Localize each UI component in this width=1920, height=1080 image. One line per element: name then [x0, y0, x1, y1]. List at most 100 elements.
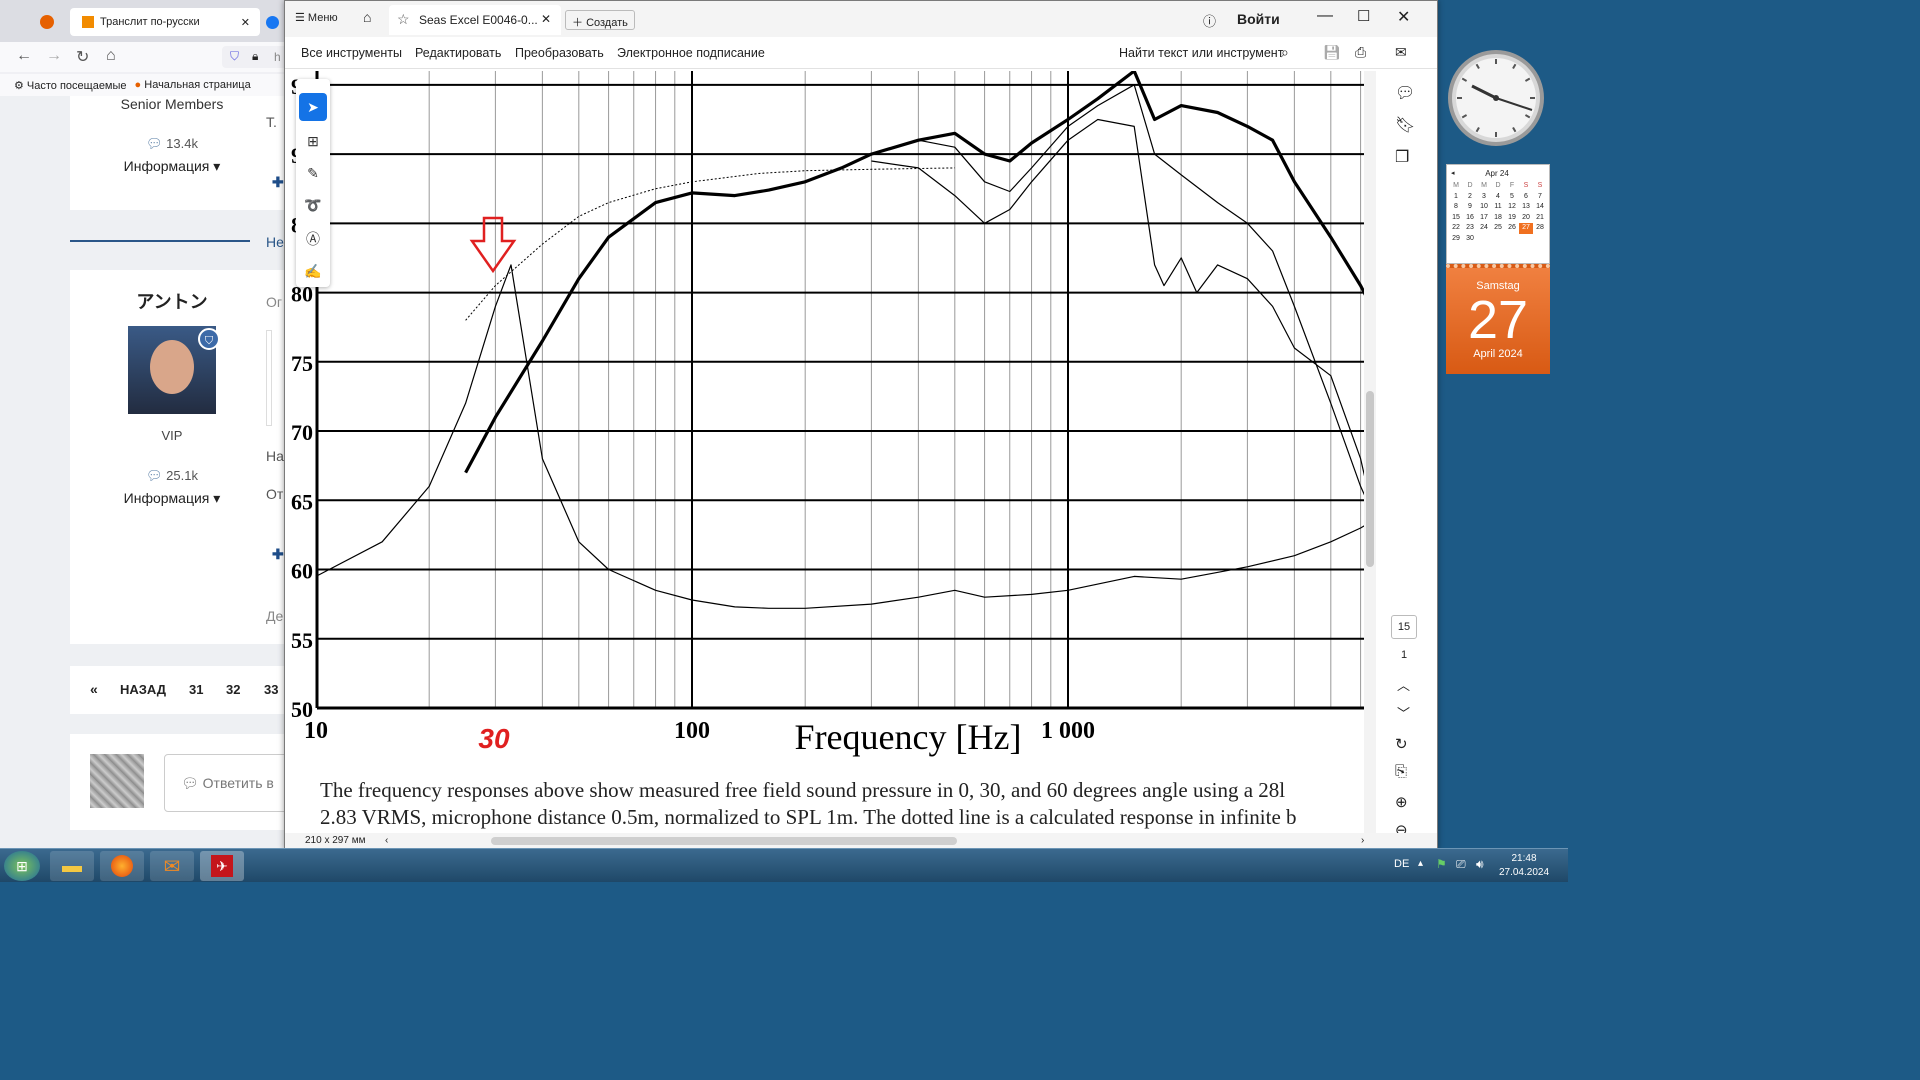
avatar[interactable]: ⛉ — [128, 326, 220, 414]
calendar-day[interactable]: 30 — [1466, 234, 1474, 242]
lasso-tool-icon[interactable]: ➰ — [304, 196, 322, 213]
tray-flag-icon[interactable]: ⚑ — [1436, 857, 1447, 871]
zoom-in-icon[interactable]: ⊕ — [1395, 794, 1408, 811]
bookmark-start-page[interactable]: ● Начальная страница — [134, 79, 251, 91]
taskbar-explorer[interactable]: ▬ — [50, 851, 94, 881]
plus-icon[interactable]: ✚ — [272, 546, 284, 562]
calendar-day[interactable]: 16 — [1466, 213, 1474, 221]
calendar-day[interactable]: 19 — [1508, 213, 1516, 221]
close-window-icon[interactable]: ✕ — [1397, 9, 1411, 26]
prev-icon[interactable]: « — [90, 681, 98, 697]
network-icon[interactable]: ⎚ — [1456, 857, 1466, 871]
calendar-day[interactable]: 29 — [1452, 234, 1460, 242]
pen-tool-icon[interactable]: ✎ — [307, 164, 319, 181]
menu-button[interactable]: ☰ Меню — [295, 12, 338, 24]
calendar-day[interactable]: 8 — [1454, 203, 1458, 210]
pages-icon[interactable]: ❐ — [1395, 149, 1410, 166]
calendar-day[interactable]: 15 — [1452, 213, 1460, 221]
help-icon[interactable]: ⓘ — [1203, 14, 1217, 29]
scroll-right-icon[interactable]: › — [1361, 835, 1365, 846]
reload-icon[interactable]: ↻ — [76, 49, 90, 66]
volume-icon[interactable]: 🔊︎ — [1476, 857, 1484, 871]
firefox-tab[interactable] — [40, 8, 54, 36]
language-indicator[interactable]: DE — [1394, 858, 1410, 870]
tray-expand-icon[interactable]: ▴ — [1418, 858, 1424, 869]
calendar-day[interactable]: 5 — [1510, 192, 1514, 200]
print-icon[interactable]: ⎙ — [1355, 44, 1367, 60]
calendar-day[interactable]: 21 — [1536, 213, 1544, 221]
info-dropdown[interactable]: Информация ▾ — [123, 490, 221, 506]
forward-icon[interactable]: → — [46, 47, 62, 64]
page-fit-icon[interactable]: ⎘ — [1395, 763, 1408, 780]
taskbar-acrobat[interactable]: ✈ — [200, 851, 244, 881]
find-tool-search[interactable]: Найти текст или инструмент — [1119, 46, 1284, 60]
close-tab-icon[interactable]: ✕ — [541, 12, 552, 26]
menu-e-sign[interactable]: Электронное подписание — [617, 46, 765, 60]
calendar-day[interactable]: 25 — [1494, 224, 1502, 231]
calendar-day[interactable]: 20 — [1522, 213, 1530, 221]
calendar-day[interactable]: 11 — [1494, 203, 1502, 210]
home-icon[interactable]: ⌂ — [363, 9, 372, 25]
page-link[interactable]: 32 — [226, 682, 241, 697]
sign-in-button[interactable]: Войти — [1237, 11, 1280, 27]
calendar-day[interactable]: 1 — [1454, 192, 1458, 200]
taskbar-firefox[interactable] — [100, 851, 144, 881]
calendar-day[interactable]: 26 — [1508, 224, 1516, 231]
maximize-icon[interactable]: ☐ — [1357, 8, 1371, 25]
select-tool-icon[interactable]: ➤ — [299, 93, 327, 121]
reply-input[interactable]: 💬︎ Ответить в — [164, 754, 290, 812]
horizontal-scrollbar-thumb[interactable] — [491, 837, 957, 845]
facebook-tab[interactable] — [266, 8, 279, 36]
calendar-day[interactable]: 6 — [1524, 192, 1528, 200]
mail-icon[interactable]: ✉ — [1395, 44, 1407, 60]
vertical-scrollbar[interactable] — [1364, 71, 1376, 833]
url-bar[interactable]: ⛉ 🔒︎ h — [222, 46, 290, 68]
calendar-day[interactable]: 9 — [1468, 203, 1472, 210]
clock-time[interactable]: 21:48 — [1511, 853, 1537, 864]
clock-date[interactable]: 27.04.2024 — [1498, 867, 1550, 878]
create-button[interactable]: ＋ Создать — [565, 10, 635, 30]
calendar-day[interactable]: 2 — [1468, 192, 1472, 200]
calendar-day[interactable]: 17 — [1480, 213, 1488, 221]
menu-edit[interactable]: Редактировать — [415, 46, 502, 60]
menu-all-tools[interactable]: Все инструменты — [301, 46, 402, 60]
rotate-icon[interactable]: ↻ — [1395, 736, 1408, 753]
calendar-day[interactable]: 24 — [1480, 224, 1488, 231]
calendar-day[interactable]: 23 — [1466, 224, 1474, 231]
comments-icon[interactable]: 💬︎ — [1395, 85, 1416, 102]
info-dropdown[interactable]: Информация ▾ — [123, 158, 221, 174]
save-icon[interactable]: 💾︎ — [1323, 44, 1341, 60]
page-down-icon[interactable]: ﹀ — [1397, 706, 1411, 721]
calendar-day[interactable]: 18 — [1494, 213, 1502, 221]
page-up-icon[interactable]: ︿ — [1397, 678, 1411, 693]
minimize-icon[interactable]: — — [1317, 7, 1333, 24]
calendar-day[interactable]: 12 — [1508, 203, 1516, 210]
text-box-tool-icon[interactable]: Ⓐ — [306, 231, 320, 247]
start-button[interactable]: ⊞ — [4, 851, 40, 881]
back-icon[interactable]: ← — [16, 47, 32, 64]
calendar-day[interactable]: 10 — [1480, 203, 1488, 210]
back-link[interactable]: НАЗАД — [120, 682, 167, 697]
calendar-day[interactable]: 13 — [1522, 203, 1530, 210]
page-link[interactable]: 33 — [264, 682, 279, 697]
calendar-day[interactable]: 28 — [1536, 224, 1544, 231]
bookmark-icon[interactable]: 🔖︎ — [1395, 117, 1416, 134]
bookmark-most-visited[interactable]: ⚙ Часто посещаемые — [14, 79, 127, 92]
calendar-day[interactable]: 22 — [1452, 224, 1460, 231]
plus-icon[interactable]: ✚ — [272, 174, 284, 190]
home-icon[interactable]: ⌂ — [106, 47, 116, 64]
menu-convert[interactable]: Преобразовать — [515, 46, 604, 60]
calendar-day[interactable]: 27 — [1519, 223, 1533, 234]
calendar-day[interactable]: 7 — [1538, 192, 1542, 200]
calendar-day[interactable]: 3 — [1482, 192, 1486, 200]
star-icon[interactable]: ☆ — [397, 11, 410, 27]
taskbar-mail[interactable]: ✉ — [150, 851, 194, 881]
close-tab-icon[interactable]: ✕ — [240, 16, 250, 29]
search-icon[interactable]: ⌕ — [1281, 44, 1289, 60]
scroll-left-icon[interactable]: ‹ — [385, 835, 389, 846]
scrollbar-thumb[interactable] — [1366, 391, 1374, 567]
sign-tool-icon[interactable]: ✍ — [304, 262, 322, 279]
document-tab[interactable]: ☆ Seas Excel E0046-0... ✕ — [389, 5, 561, 35]
calendar-day[interactable]: 14 — [1536, 203, 1544, 210]
